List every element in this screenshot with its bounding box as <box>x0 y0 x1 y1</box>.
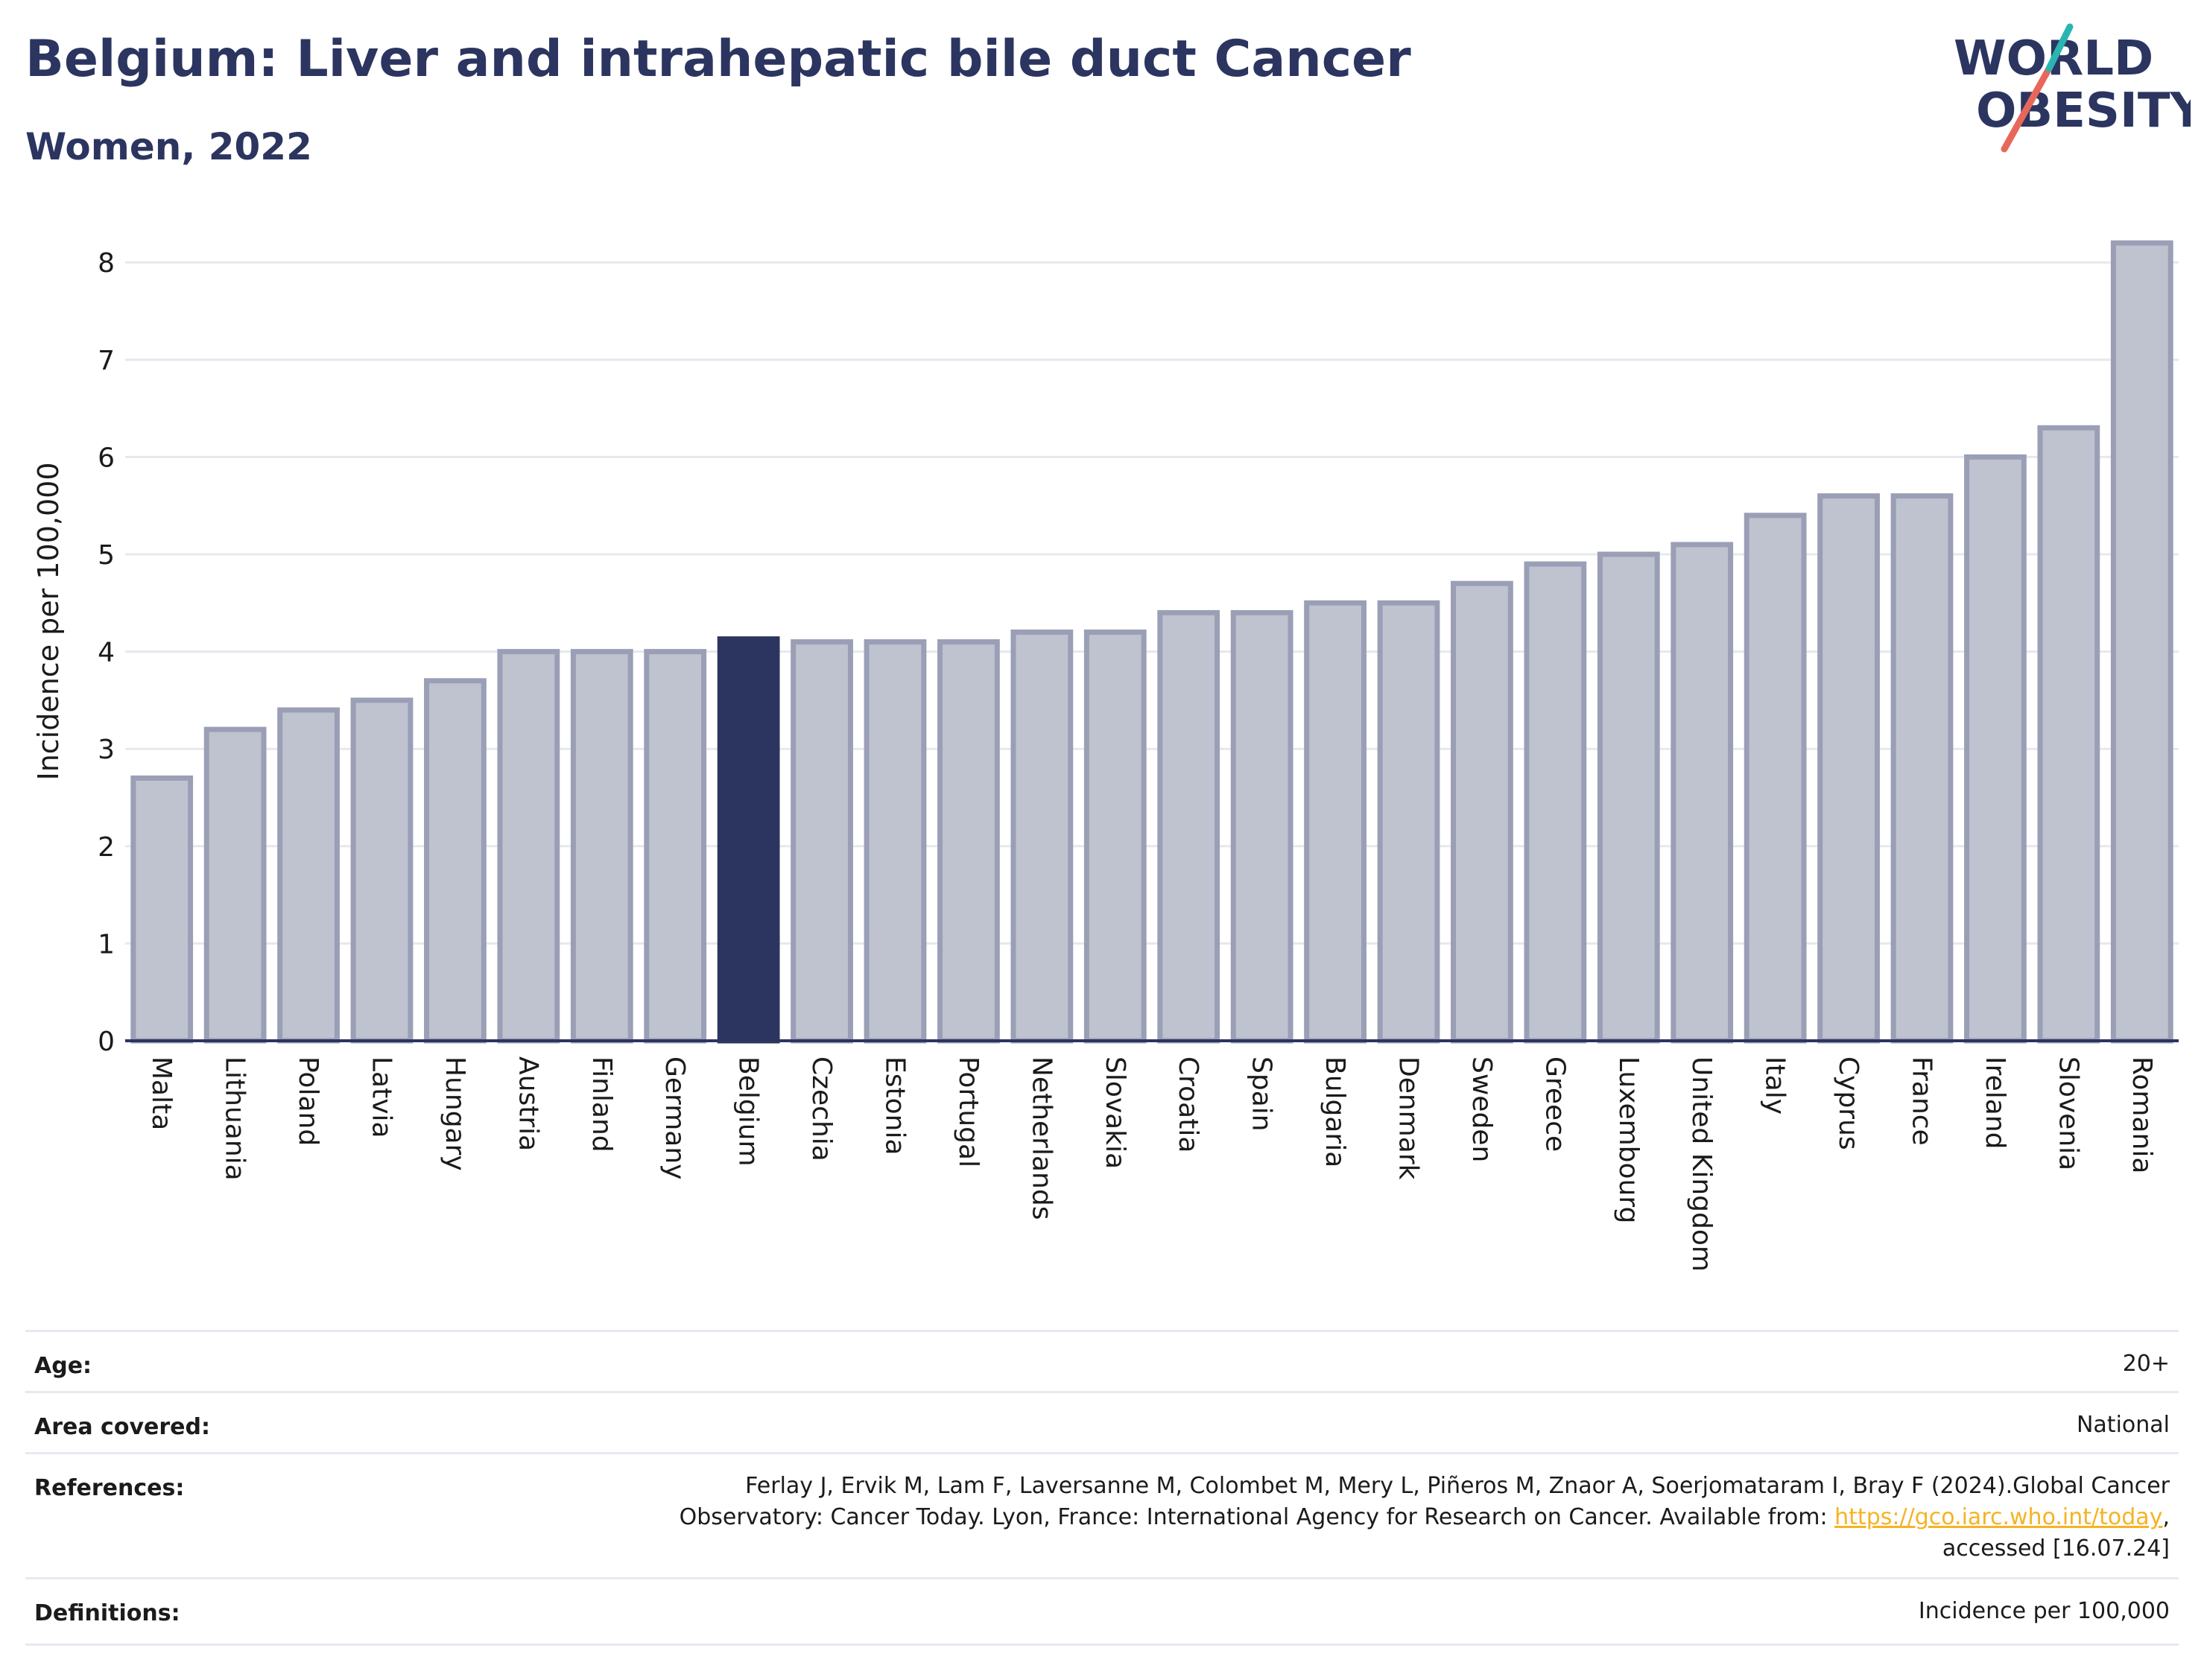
x-tick-label: Ireland <box>1980 1056 2010 1150</box>
y-tick-label: 2 <box>98 832 115 863</box>
area-value: National <box>2076 1412 2170 1438</box>
x-tick-label: Italy <box>1760 1056 1790 1115</box>
bar-lithuania <box>203 726 267 1044</box>
bar-estonia <box>864 639 927 1044</box>
definitions-label: Definitions: <box>34 1600 180 1626</box>
bar-romania <box>2110 240 2173 1044</box>
bar-greece <box>1524 561 1587 1044</box>
bar-finland <box>570 649 633 1044</box>
y-tick-label: 5 <box>98 540 115 571</box>
meta-row-area: Area covered: National <box>25 1391 2179 1454</box>
y-tick-label: 7 <box>98 346 115 376</box>
x-tick-label: Luxembourg <box>1613 1056 1644 1223</box>
references-line-3: accessed [16.07.24] <box>1942 1535 2170 1562</box>
x-tick-label: Malta <box>146 1056 177 1130</box>
age-label: Age: <box>34 1353 92 1379</box>
bar-croatia <box>1157 609 1220 1044</box>
y-tick-label: 3 <box>98 735 115 765</box>
bar-denmark <box>1377 600 1440 1044</box>
x-tick-label: Finland <box>586 1056 617 1153</box>
bar-france <box>1890 493 1954 1044</box>
bar-germany <box>644 649 707 1044</box>
bar-spain <box>1230 609 1293 1044</box>
x-tick-label: Netherlands <box>1026 1056 1057 1220</box>
definitions-value: Incidence per 100,000 <box>1918 1598 2170 1624</box>
x-tick-label: Bulgaria <box>1320 1056 1350 1167</box>
y-tick-label: 0 <box>98 1027 115 1057</box>
x-tick-label: Czechia <box>806 1056 837 1161</box>
bar-sweden <box>1451 580 1513 1044</box>
y-tick-label: 4 <box>98 638 115 668</box>
bar-hungary <box>424 678 487 1044</box>
meta-row-age: Age: 20+ <box>25 1330 2179 1393</box>
x-tick-label: Sweden <box>1466 1056 1497 1162</box>
x-tick-label: Belgium <box>733 1056 764 1167</box>
bar-netherlands <box>1010 630 1074 1044</box>
x-tick-label: Lithuania <box>220 1056 250 1181</box>
bar-austria <box>497 649 560 1044</box>
x-tick-label: Austria <box>513 1056 543 1151</box>
bar-slovenia <box>2037 425 2100 1044</box>
metadata-table: Age: 20+ Area covered: National Referenc… <box>25 1330 2179 1650</box>
x-tick-label: Poland <box>293 1056 323 1146</box>
world-obesity-logo: WORLD OBESITY <box>1954 23 2191 153</box>
bar-belgium <box>717 636 780 1044</box>
bar-italy <box>1744 513 1807 1044</box>
bar-cyprus <box>1817 493 1880 1044</box>
x-tick-label: Portugal <box>953 1056 984 1167</box>
bar-malta <box>130 775 194 1044</box>
x-tick-label: Croatia <box>1173 1056 1203 1153</box>
x-tick-label: Greece <box>1539 1056 1570 1152</box>
references-link[interactable]: https://gco.iarc.who.int/today <box>1834 1504 2163 1530</box>
x-tick-label: Hungary <box>440 1056 470 1171</box>
bar-chart: 0 1 2 3 4 5 6 7 8 Malta Lithuania Poland Latvia Hung… <box>32 240 2179 1272</box>
bar-united-kingdom <box>1671 542 1734 1044</box>
references-line-1: Ferlay J, Ervik M, Lam F, Laversanne M, … <box>745 1473 2170 1499</box>
x-tick-label: Germany <box>659 1056 690 1179</box>
x-tick-label: United Kingdom <box>1686 1056 1717 1272</box>
age-value: 20+ <box>2122 1351 2170 1377</box>
meta-row-definitions: Definitions: Incidence per 100,000 <box>25 1577 2179 1646</box>
bar-bulgaria <box>1304 600 1367 1044</box>
x-tick-label: Slovenia <box>2053 1056 2083 1170</box>
x-tick-label: Romania <box>2127 1056 2157 1173</box>
x-tick-label: Slovakia <box>1100 1056 1130 1169</box>
bar-poland <box>277 707 340 1044</box>
x-tick-label: Latvia <box>367 1056 397 1138</box>
y-tick-label: 6 <box>98 443 115 473</box>
meta-row-references: References: Ferlay J, Ervik M, Lam F, La… <box>25 1452 2179 1579</box>
x-tick-label: Spain <box>1247 1056 1277 1132</box>
bar-czechia <box>791 639 853 1044</box>
bar-luxembourg <box>1597 551 1660 1044</box>
y-axis-label: Incidence per 100,000 <box>32 462 65 780</box>
y-tick-label: 1 <box>98 929 115 960</box>
x-tick-label: Cyprus <box>1833 1056 1863 1150</box>
chart-title: Belgium: Liver and intrahepatic bile duc… <box>25 30 1411 89</box>
bar-latvia <box>350 697 414 1044</box>
chart-subtitle: Women, 2022 <box>25 125 312 168</box>
x-tick-label: Estonia <box>880 1056 911 1156</box>
references-line-2: Observatory: Cancer Today. Lyon, France:… <box>679 1504 2170 1530</box>
references-label: References: <box>34 1475 185 1501</box>
bar-portugal <box>937 639 1000 1044</box>
bar-slovakia <box>1083 630 1147 1044</box>
y-tick-label: 8 <box>98 248 115 279</box>
x-tick-label: Denmark <box>1393 1056 1424 1180</box>
bar-ireland <box>1964 454 2027 1044</box>
x-tick-label: France <box>1907 1056 1937 1146</box>
area-label: Area covered: <box>34 1414 210 1440</box>
references-value: Ferlay J, Ervik M, Lam F, Laversanne M, … <box>680 1471 2170 1565</box>
